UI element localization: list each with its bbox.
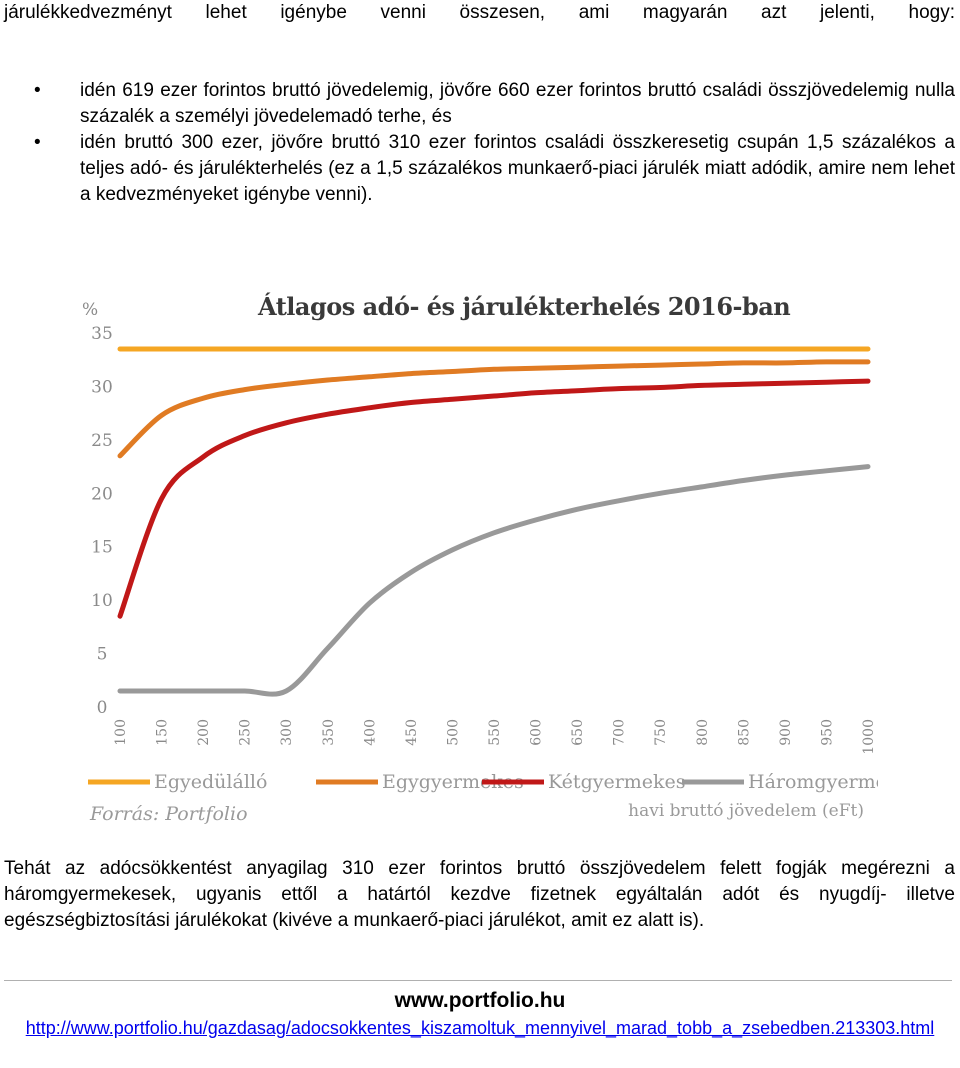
legend-label: Egyedülálló (154, 771, 267, 793)
y-tick-label: 20 (91, 484, 113, 504)
bullet-item: • idén bruttó 300 ezer, jövőre bruttó 31… (0, 130, 955, 208)
x-tick-label: 150 (155, 719, 171, 746)
x-tick-label: 850 (736, 719, 752, 746)
intro-paragraph: járulékkedvezményt lehet igénybe venni ö… (4, 2, 955, 23)
bullet-dot-icon: • (34, 132, 41, 153)
line-chart: % Átlagos adó- és járulékterhelés 2016-b… (82, 292, 878, 825)
x-tick-label: 500 (445, 719, 461, 746)
x-tick-label: 300 (279, 719, 295, 746)
x-tick-label: 450 (404, 719, 420, 746)
x-tick-label: 900 (778, 719, 794, 746)
series-line-háromgyermekes (117, 464, 871, 697)
series-line-kétgyermekes (117, 378, 871, 619)
x-axis: 100 150 200 250 300 350 400 450 500 550 600 650 700 7… (113, 719, 877, 755)
bullet-item: • idén 619 ezer forintos bruttó jövedele… (0, 78, 955, 130)
y-tick-label: 25 (91, 431, 113, 451)
y-axis-label: % (82, 300, 98, 320)
y-axis: 0 5 10 15 20 25 30 35 (91, 324, 113, 718)
bullet-text: idén 619 ezer forintos bruttó jövedelemi… (80, 80, 955, 127)
x-tick-label: 250 (238, 719, 254, 746)
site-name: www.portfolio.hu (394, 989, 566, 1012)
x-tick-label: 650 (570, 719, 586, 746)
x-tick-label: 350 (321, 719, 337, 746)
y-tick-label: 35 (91, 324, 113, 344)
outro-paragraph: Tehát az adócsökkentést anyagilag 310 ez… (4, 858, 955, 931)
source-link[interactable]: http://www.portfolio.hu/gazdasag/adocsok… (25, 1018, 935, 1038)
x-axis-label: havi bruttó jövedelem (eFt) (628, 801, 864, 821)
source-note: Forrás: Portfolio (89, 803, 248, 825)
x-tick-label: 1000 (861, 719, 877, 755)
x-tick-label: 200 (196, 719, 212, 746)
x-tick-label: 750 (653, 719, 669, 746)
x-tick-label: 700 (612, 719, 628, 746)
bullet-text: idén bruttó 300 ezer, jövőre bruttó 310 … (80, 132, 955, 205)
series-line-egygyermekes (117, 359, 871, 459)
x-tick-label: 400 (362, 719, 378, 746)
x-tick-label: 600 (529, 719, 545, 746)
bullet-list: • idén 619 ezer forintos bruttó jövedele… (0, 78, 960, 208)
y-tick-label: 30 (91, 377, 113, 397)
chart-title: Átlagos adó- és járulékterhelés 2016-ban (257, 292, 790, 321)
x-tick-label: 950 (819, 719, 835, 746)
y-tick-label: 0 (97, 698, 108, 718)
chart-figure: % Átlagos adó- és járulékterhelés 2016-b… (78, 285, 878, 830)
legend-label: Egygyermekes (382, 771, 524, 793)
x-tick-label: 100 (113, 719, 129, 746)
y-tick-label: 15 (91, 538, 113, 558)
x-tick-label: 550 (487, 719, 503, 746)
bullet-dot-icon: • (34, 80, 41, 101)
divider (4, 980, 952, 981)
legend-label: Kétgyermekes (548, 771, 686, 793)
legend: Egyedülálló Egygyermekes Kétgyermekes Három… (88, 771, 878, 793)
plot-area (117, 346, 871, 697)
legend-label: Háromgyermekes (748, 771, 878, 793)
y-tick-label: 5 (97, 645, 108, 665)
y-tick-label: 10 (91, 591, 113, 611)
x-tick-label: 800 (695, 719, 711, 746)
